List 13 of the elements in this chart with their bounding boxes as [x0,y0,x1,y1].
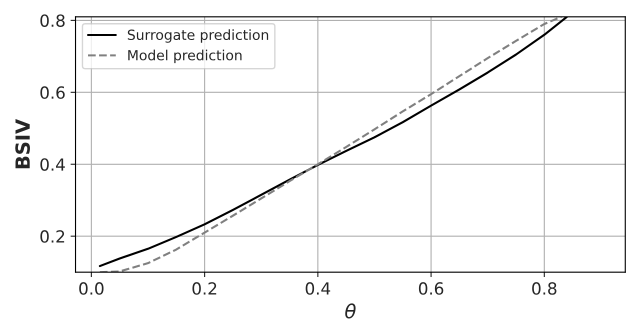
x-tick-label: 0.4 [306,282,330,295]
y-tick-label: 0.4 [40,158,65,171]
x-tick-label: 0.2 [192,282,216,295]
y-tick-label: 0.8 [40,14,65,27]
x-tick-label: 0.6 [418,282,444,295]
x-axis-title: θ [345,303,356,319]
y-axis-title: BSIV [15,119,30,168]
y-tick-label: 0.6 [40,86,65,99]
x-tick-label: 0.8 [532,282,556,295]
legend-label: Surrogate prediction [128,29,268,43]
legend-label: Model prediction [128,50,242,64]
x-tick-label: 0.0 [79,282,104,295]
y-tick-label: 0.2 [40,230,64,243]
